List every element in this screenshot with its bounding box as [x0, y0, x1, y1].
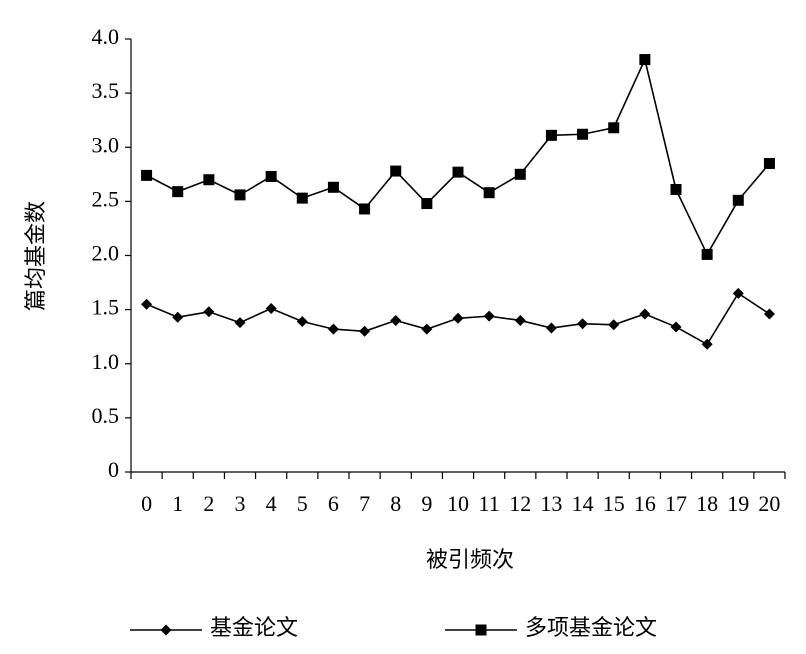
y-tick-label: 1.5 [92, 295, 120, 320]
diamond-marker [701, 338, 713, 350]
diamond-marker [359, 325, 371, 337]
square-marker [452, 166, 464, 178]
diamond-marker [545, 322, 557, 334]
diamond-marker [670, 321, 682, 333]
legend-label: 多项基金论文 [525, 615, 657, 640]
x-tick-label: 10 [447, 491, 469, 516]
y-tick-label: 0 [108, 457, 119, 482]
y-tick-label: 2.5 [92, 186, 120, 211]
square-marker [514, 168, 526, 180]
square-marker [390, 165, 402, 177]
square-marker [141, 169, 153, 181]
x-tick-label: 1 [172, 491, 183, 516]
x-tick-label: 19 [727, 491, 749, 516]
square-marker [359, 203, 371, 215]
square-marker [577, 128, 589, 140]
diamond-marker [141, 298, 153, 310]
x-tick-label: 16 [634, 491, 656, 516]
square-marker [203, 174, 215, 186]
x-tick-label: 9 [421, 491, 432, 516]
square-marker [608, 122, 620, 134]
square-marker [421, 198, 433, 210]
square-marker [265, 170, 277, 182]
square-marker [670, 183, 682, 195]
x-tick-label: 8 [390, 491, 401, 516]
x-axis-title: 被引频次 [426, 547, 514, 572]
square-marker [234, 189, 246, 201]
diamond-marker [514, 314, 526, 326]
square-marker [296, 192, 308, 204]
diamond-marker [234, 317, 246, 329]
diamond-marker [203, 306, 215, 318]
square-marker [172, 186, 184, 198]
y-tick-label: 4.0 [92, 24, 120, 49]
square-marker [327, 181, 339, 193]
x-tick-label: 13 [540, 491, 562, 516]
y-tick-label: 2.0 [92, 241, 120, 266]
x-tick-label: 11 [479, 491, 500, 516]
square-marker [639, 54, 651, 66]
diamond-marker [421, 323, 433, 335]
diamond-marker [265, 303, 277, 315]
square-marker [763, 157, 775, 169]
diamond-marker [763, 308, 775, 320]
x-tick-label: 4 [266, 491, 277, 516]
x-tick-label: 18 [696, 491, 718, 516]
diamond-marker [608, 319, 620, 331]
diamond-marker [577, 318, 589, 330]
diamond-marker [390, 314, 402, 326]
diamond-marker [452, 312, 464, 324]
x-tick-label: 5 [297, 491, 308, 516]
x-tick-label: 6 [328, 491, 339, 516]
diamond-marker [732, 287, 744, 299]
square-marker [732, 194, 744, 206]
y-axis-title: 篇均基金数 [23, 201, 48, 311]
square-marker [545, 129, 557, 141]
x-tick-label: 15 [603, 491, 625, 516]
series-line [146, 57, 771, 257]
x-tick-label: 0 [141, 491, 152, 516]
diamond-marker [327, 323, 339, 335]
square-marker [701, 248, 713, 260]
diamond-marker [296, 316, 308, 328]
x-tick-label: 2 [203, 491, 214, 516]
diamond-marker [639, 308, 651, 320]
diamond-marker [160, 624, 172, 636]
y-tick-label: 0.5 [92, 403, 120, 428]
x-tick-label: 3 [235, 491, 246, 516]
legend-label: 基金论文 [210, 615, 298, 640]
x-tick-label: 17 [665, 491, 687, 516]
y-tick-label: 3.0 [92, 132, 120, 157]
x-tick-label: 20 [758, 491, 780, 516]
square-marker [483, 187, 495, 199]
diamond-marker [483, 310, 495, 322]
y-tick-label: 1.0 [92, 349, 120, 374]
square-marker [475, 624, 487, 636]
diamond-marker [172, 311, 184, 323]
x-tick-label: 14 [572, 491, 594, 516]
y-tick-label: 3.5 [92, 78, 120, 103]
x-tick-label: 7 [359, 491, 370, 516]
x-tick-label: 12 [509, 491, 531, 516]
